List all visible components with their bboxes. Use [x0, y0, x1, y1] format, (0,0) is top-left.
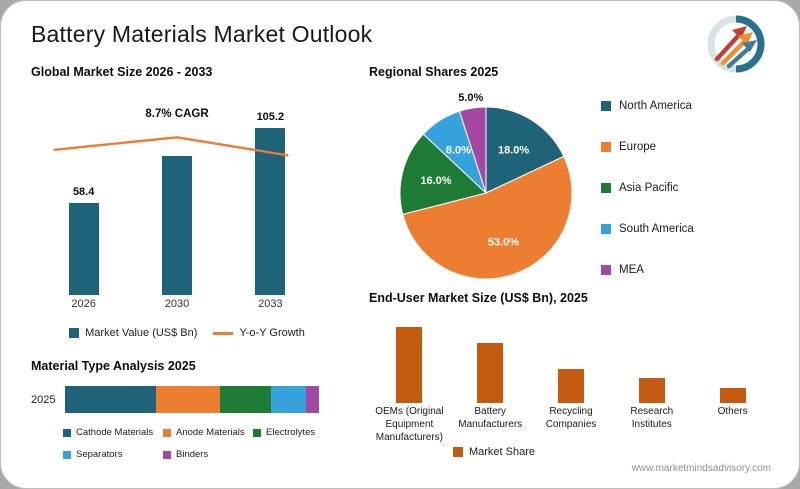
legend-label: Separators	[76, 449, 123, 460]
bar-2026	[68, 202, 99, 295]
trend-polyline	[53, 136, 289, 157]
market-size-legend: Market Value (US$ Bn) Y-o-Y Growth	[31, 327, 343, 339]
legend-item-south-america: South America	[601, 222, 694, 236]
pie-label-asia-pacific: 16.0%	[420, 175, 451, 187]
logo-swoosh	[707, 15, 765, 73]
legend-label: North America	[619, 100, 692, 112]
page-title: Battery Materials Market Outlook	[31, 21, 373, 47]
legend-label: Binders	[176, 449, 209, 460]
legend-swatch	[601, 224, 611, 234]
legend-swatch	[601, 183, 611, 193]
end-user-legend: Market Share	[369, 446, 619, 458]
material-legend: Cathode Materials Anode Materials Electrol…	[63, 427, 315, 460]
legend-label: Y-o-Y Growth	[239, 327, 305, 339]
x-axis-label: OEMs (Original Equipment Manufacturers)	[375, 406, 444, 443]
legend-swatch	[601, 142, 611, 152]
legend-item-binders: Binders	[163, 449, 247, 460]
end-user-chart: End-User Market Size (US$ Bn), 2025 OEMs…	[369, 291, 781, 487]
regional-pie: 18.0% 53.0% 16.0% 8.0% 5.0%	[399, 92, 573, 280]
end-user-plot	[369, 319, 773, 403]
legend-label: Cathode Materials	[76, 427, 154, 438]
chart-title-regional-shares: Regional Shares 2025	[369, 65, 499, 79]
stack-segment-separators	[270, 386, 307, 413]
legend-item-electrolytes: Electrolytes	[253, 427, 315, 438]
logo-arrows	[714, 26, 757, 69]
legend-label: Market Value (US$ Bn)	[85, 327, 198, 339]
stack-segment-anode-materials	[156, 386, 220, 413]
legend-swatch	[452, 447, 463, 457]
x-axis-label: 2026	[71, 298, 96, 310]
legend-item-y-o-y-growth: Y-o-Y Growth	[213, 327, 305, 339]
x-axis-label: Others	[717, 406, 748, 417]
legend-item-north-america: North America	[601, 99, 694, 113]
end-user-x-axis: OEMs (Original Equipment Manufacturers) B…	[369, 405, 773, 444]
regional-legend: North America Europe Asia Pacific South Ame…	[601, 99, 694, 304]
pie-slice-north-america	[485, 106, 565, 194]
stack-segment-binders	[306, 386, 319, 413]
bar-battery-manufacturers	[477, 342, 504, 403]
bar-oems-original-equipment-manufacturers	[396, 327, 423, 403]
legend-swatch	[163, 450, 171, 459]
market-size-x-axis: 2026 2030 2033	[37, 298, 317, 310]
bar-others	[719, 387, 746, 403]
x-axis-label: 2033	[258, 298, 283, 310]
material-stack-row: 2025	[31, 386, 319, 413]
pie-label-south-america: 8.0%	[446, 144, 471, 156]
pie-label-europe: 53.0%	[488, 237, 519, 249]
market-size-plot: 58.4 105.2 8.7% CAGR	[37, 105, 317, 295]
chart-title-end-user: End-User Market Size (US$ Bn), 2025	[369, 291, 588, 305]
bar-value-label: 58.4	[72, 185, 95, 198]
x-axis-label: Recycling Companies	[545, 406, 597, 430]
x-axis-label: Battery Manufacturers	[458, 406, 523, 430]
cagr-annotation: 8.7% CAGR	[145, 108, 209, 121]
website-url: www.marketmindsadvisory.com	[631, 463, 771, 474]
bar-recycling-companies	[558, 369, 584, 403]
legend-label: South America	[619, 223, 694, 235]
legend-item-anode-materials: Anode Materials	[163, 427, 247, 438]
regional-shares-chart: Regional Shares 2025 18.0% 53.0% 16.0% 8.0%…	[369, 65, 781, 291]
legend-item-separators: Separators	[63, 449, 157, 460]
legend-label: Asia Pacific	[619, 182, 679, 194]
company-logo	[707, 15, 765, 73]
legend-swatch	[69, 328, 80, 338]
x-axis-label: 2030	[164, 298, 190, 310]
legend-swatch	[63, 450, 71, 459]
legend-label: MEA	[619, 264, 644, 276]
legend-item-asia-pacific: Asia Pacific	[601, 181, 694, 195]
legend-swatch	[213, 331, 234, 335]
pie-slice-mea	[458, 106, 487, 194]
bar-2030	[162, 156, 192, 295]
bar-2033	[255, 128, 286, 295]
stack-year-label: 2025	[31, 393, 56, 406]
legend-item-market-value-us-bn: Market Value (US$ Bn)	[69, 327, 197, 339]
legend-label: Electrolytes	[266, 427, 316, 438]
legend-item-europe: Europe	[601, 140, 694, 154]
pie-label-north-america: 18.0%	[498, 144, 529, 156]
chart-title-global-market-size: Global Market Size 2026 - 2033	[31, 65, 213, 79]
legend-swatch	[63, 428, 71, 437]
legend-label: Market Share	[468, 446, 536, 458]
pie-slice-europe	[402, 155, 573, 280]
legend-label: Europe	[619, 141, 657, 153]
bar-research-institutes	[638, 377, 665, 403]
legend-item-mea: MEA	[601, 263, 694, 277]
x-axis-label: Research Institutes	[630, 406, 674, 430]
legend-item-market-share: Market Share	[452, 446, 536, 458]
legend-swatch	[163, 428, 171, 437]
legend-swatch	[601, 265, 611, 275]
legend-item-cathode-materials: Cathode Materials	[63, 427, 157, 438]
global-market-size-chart: Global Market Size 2026 - 2033 58.4 105.2…	[31, 65, 343, 359]
stack-segment-cathode-materials	[65, 386, 157, 413]
material-stacked-bar	[65, 386, 319, 413]
pie-label-mea: 5.0%	[458, 92, 483, 104]
legend-swatch	[601, 101, 611, 111]
pie-slice-asia-pacific	[399, 133, 488, 215]
material-type-chart: Material Type Analysis 2025 2025 Cathode…	[31, 359, 349, 481]
legend-swatch	[253, 428, 261, 437]
stack-segment-electrolytes	[219, 386, 271, 413]
bar-value-label: 105.2	[256, 111, 285, 124]
chart-title-material-type: Material Type Analysis 2025	[31, 359, 196, 373]
legend-label: Anode Materials	[176, 427, 245, 438]
